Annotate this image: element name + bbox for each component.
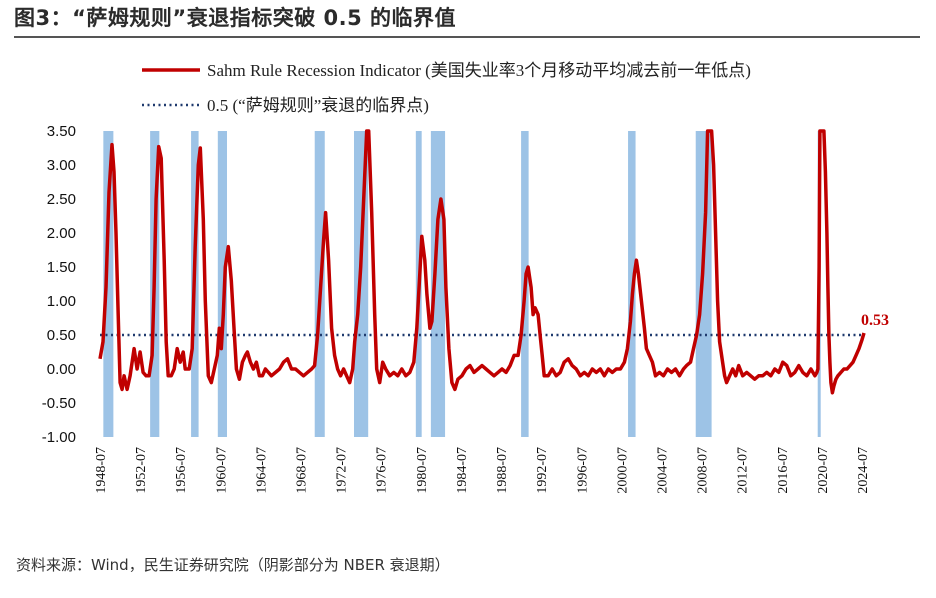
y-tick-label-9: -1.00 <box>42 429 76 446</box>
x-tick-label-10: 1988-07 <box>495 447 510 494</box>
figure-title: 图3：“萨姆规则”衰退指标突破 0.5 的临界值 <box>14 6 457 30</box>
x-tick-label-9: 1984-07 <box>455 447 470 494</box>
x-tick-label-7: 1976-07 <box>375 447 390 494</box>
y-tick-label-7: 0.00 <box>47 361 76 378</box>
x-tick-label-1: 1952-07 <box>134 447 149 494</box>
y-axis-ticks: 3.50 3.00 2.50 2.00 1.50 1.00 0.50 0.00 -0.50 -1.… <box>42 123 76 446</box>
x-tick-label-11: 1992-07 <box>535 447 550 494</box>
y-tick-label-3: 2.00 <box>47 225 76 242</box>
title-rule <box>14 36 920 38</box>
legend-entry-threshold: 0.5 (“萨姆规则”衰退的临界点) <box>207 96 429 115</box>
y-tick-label-6: 0.50 <box>47 327 76 344</box>
x-tick-label-6: 1972-07 <box>335 447 350 494</box>
x-tick-label-19: 2024-07 <box>856 447 871 494</box>
sahm-rule-chart: Sahm Rule Recession Indicator (美国失业率3个月移… <box>42 61 889 494</box>
x-tick-label-13: 2000-07 <box>615 447 630 494</box>
y-tick-label-4: 1.50 <box>47 259 76 276</box>
x-tick-label-0: 1948-07 <box>94 447 109 494</box>
x-tick-label-17: 2016-07 <box>776 447 791 494</box>
y-tick-label-0: 3.50 <box>47 123 76 140</box>
x-tick-label-18: 2020-07 <box>816 447 831 494</box>
x-tick-label-5: 1968-07 <box>295 447 310 494</box>
x-tick-label-8: 1980-07 <box>415 447 430 494</box>
x-tick-label-14: 2004-07 <box>655 447 670 494</box>
y-tick-label-1: 3.00 <box>47 157 76 174</box>
y-tick-label-8: -0.50 <box>42 395 76 412</box>
x-tick-label-15: 2008-07 <box>696 447 711 494</box>
legend: Sahm Rule Recession Indicator (美国失业率3个月移… <box>142 61 751 115</box>
x-tick-label-3: 1960-07 <box>214 447 229 494</box>
recession-band-10 <box>695 131 712 437</box>
recession-band-0 <box>103 131 114 437</box>
source-note: 资料来源：Wind，民生证券研究院（阴影部分为 NBER 衰退期） <box>16 556 450 574</box>
x-tick-label-2: 1956-07 <box>174 447 189 494</box>
recession-band-3 <box>217 131 227 437</box>
x-axis-ticks: 1948-07 1952-07 1956-07 1960-07 1964-07 1968-… <box>94 447 871 494</box>
y-tick-label-2: 2.50 <box>47 191 76 208</box>
sahm-indicator-line <box>98 129 866 395</box>
x-tick-label-4: 1964-07 <box>254 447 269 494</box>
last-value-label: 0.53 <box>861 312 889 329</box>
y-tick-label-5: 1.00 <box>47 293 76 310</box>
x-tick-label-12: 1996-07 <box>575 447 590 494</box>
x-tick-label-16: 2012-07 <box>736 447 751 494</box>
legend-entry-sahm: Sahm Rule Recession Indicator (美国失业率3个月移… <box>207 61 751 80</box>
